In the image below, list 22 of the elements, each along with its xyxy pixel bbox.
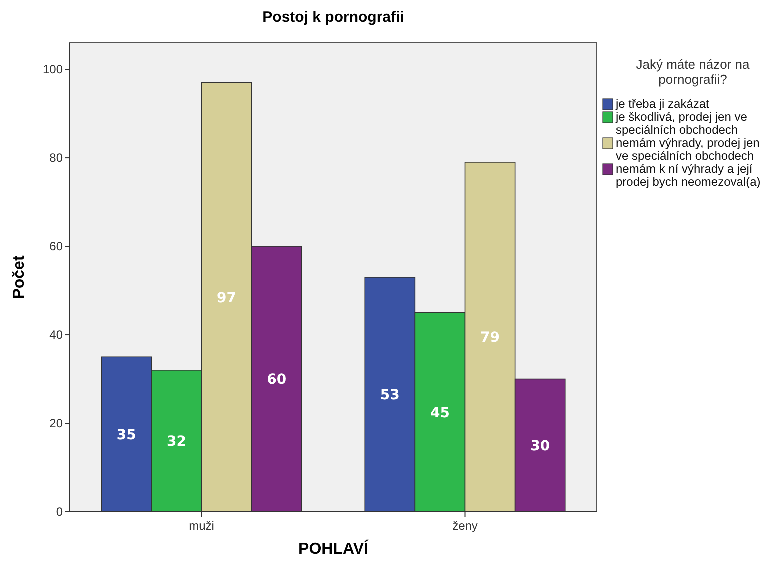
y-tick-label: 100 bbox=[42, 62, 64, 77]
legend-label: je třeba ji zakázat bbox=[615, 97, 710, 111]
data-label: 35 bbox=[116, 427, 136, 444]
data-label: 97 bbox=[217, 290, 237, 306]
y-axis-title: Počet bbox=[11, 255, 28, 300]
x-axis-title: POHLAVÍ bbox=[298, 539, 370, 558]
y-tick-label: 0 bbox=[56, 505, 64, 520]
data-label: 30 bbox=[530, 438, 550, 455]
y-tick-label: 20 bbox=[50, 416, 64, 431]
data-label: 60 bbox=[267, 372, 287, 388]
data-label: 79 bbox=[480, 330, 500, 346]
y-tick-label: 60 bbox=[50, 240, 64, 254]
legend-title: Jaký máte názor na pornografii? bbox=[636, 57, 750, 87]
chart-title: Postoj k pornografii bbox=[262, 9, 404, 26]
x-tick-label: ženy bbox=[452, 519, 478, 533]
data-label: 53 bbox=[380, 388, 400, 404]
data-label: 45 bbox=[430, 405, 450, 422]
y-tick-label: 80 bbox=[50, 151, 64, 166]
x-tick-label: muži bbox=[189, 519, 214, 533]
data-label: 32 bbox=[166, 434, 186, 450]
legend-label: nemám k ní výhrady a její prodej bych neomezoval(a) bbox=[616, 162, 761, 189]
y-tick-label: 40 bbox=[50, 328, 64, 342]
